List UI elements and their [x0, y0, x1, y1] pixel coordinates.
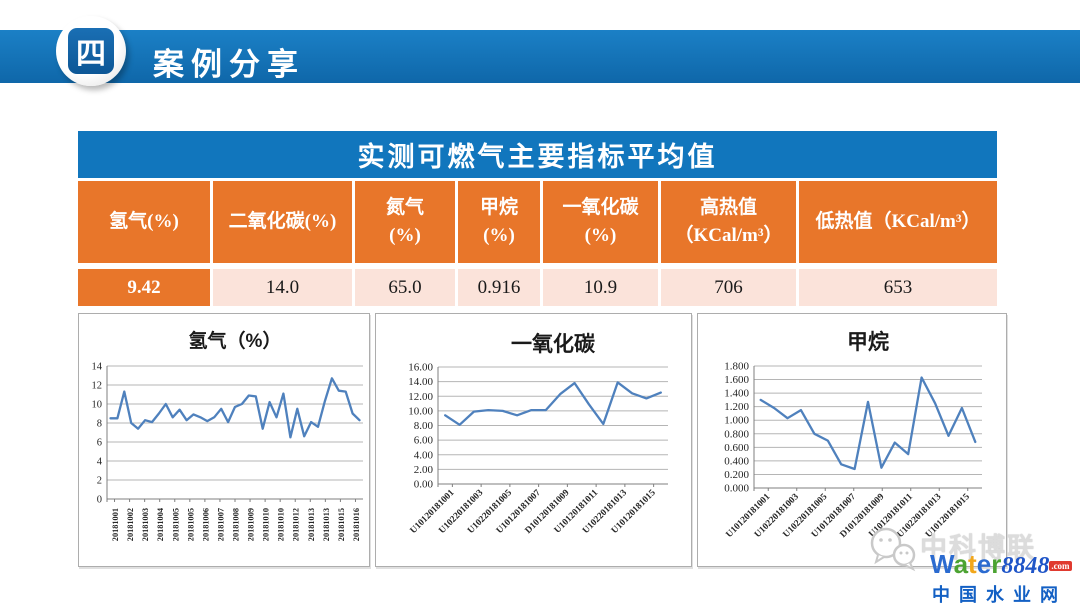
- watermark-site-cn: 中国水业网: [932, 585, 1067, 605]
- svg-text:4.00: 4.00: [414, 449, 434, 461]
- svg-text:20181009: 20181009: [247, 508, 256, 541]
- table-header-cell: 低热值（KCal/m³）: [799, 181, 997, 263]
- table-value-cell: 9.42: [78, 269, 210, 306]
- svg-text:20181002: 20181002: [126, 508, 135, 541]
- svg-text:10.00: 10.00: [408, 405, 433, 417]
- svg-text:20181006: 20181006: [201, 508, 210, 541]
- svg-text:14.00: 14.00: [408, 376, 433, 388]
- svg-text:20181005: 20181005: [171, 508, 180, 541]
- chart-panel-methane: 甲烷 0.000 0.200 0.400 0.600 0.800 1.000 1.200 1.4…: [697, 313, 1007, 567]
- table-value-cell: 14.0: [213, 269, 352, 306]
- svg-text:0.000: 0.000: [724, 483, 749, 495]
- svg-text:6: 6: [97, 438, 102, 449]
- svg-text:20181007: 20181007: [216, 508, 225, 541]
- svg-text:12: 12: [92, 381, 103, 392]
- svg-text:一氧化碳: 一氧化碳: [511, 332, 596, 356]
- chart-panel-hydrogen: 氢气（%） 0 2 4 6 8 10 12 14 20181001 20181002 20181003…: [78, 313, 370, 567]
- table-value-cell: 653: [799, 269, 997, 306]
- svg-text:20181001: 20181001: [111, 508, 120, 541]
- svg-text:1.600: 1.600: [724, 374, 749, 386]
- svg-text:4: 4: [97, 457, 103, 468]
- svg-text:20181013: 20181013: [307, 508, 316, 541]
- svg-text:8: 8: [97, 419, 102, 430]
- svg-text:1.400: 1.400: [724, 388, 749, 400]
- watermark-site-word: Water: [930, 549, 1002, 579]
- watermark-site: Water8848 .com: [930, 551, 1072, 578]
- svg-text:0.800: 0.800: [724, 428, 749, 440]
- table-header-cell: 氢气(%): [78, 181, 210, 263]
- section-number-badge: 四: [56, 16, 126, 86]
- svg-text:甲烷: 甲烷: [847, 330, 889, 354]
- watermark: 中科博联 Water8848 .com 中国水业网: [866, 520, 1080, 606]
- table-value-cell: 0.916: [458, 269, 540, 306]
- svg-text:20181008: 20181008: [232, 508, 241, 541]
- watermark-brand: 中科博联: [920, 533, 1036, 563]
- table-header-cell: 一氧化碳 (%): [543, 181, 658, 263]
- svg-text:20181010: 20181010: [277, 508, 286, 541]
- svg-text:0.00: 0.00: [414, 479, 434, 491]
- table-header-cell: 二氧化碳(%): [213, 181, 352, 263]
- hydrogen-line-chart: 氢气（%） 0 2 4 6 8 10 12 14 20181001 20181002 20181003…: [92, 329, 363, 541]
- chart-panel-carbon-monoxide: 一氧化碳 0.00 2.00 4.00 6.00 8.00 10.00 12.00 14.00 1…: [375, 313, 692, 567]
- svg-text:20181013: 20181013: [322, 508, 331, 541]
- section-number: 四: [68, 28, 114, 74]
- svg-text:20181010: 20181010: [262, 508, 271, 541]
- table-title: 实测可燃气主要指标平均值: [78, 131, 997, 178]
- slide-title: 案例分享: [153, 47, 305, 82]
- svg-text:2: 2: [97, 476, 102, 487]
- table-header-row: 氢气(%) 二氧化碳(%) 氮气 (%) 甲烷 (%) 一氧化碳 (%) 高热值…: [78, 181, 997, 263]
- svg-text:0.600: 0.600: [724, 442, 749, 454]
- svg-text:0.400: 0.400: [724, 455, 749, 467]
- carbon-monoxide-line-chart: 一氧化碳 0.00 2.00 4.00 6.00 8.00 10.00 12.00 14.00 1…: [408, 332, 668, 536]
- svg-text:8.00: 8.00: [414, 420, 434, 432]
- svg-text:1.800: 1.800: [724, 361, 749, 373]
- table-value-cell: 10.9: [543, 269, 658, 306]
- svg-text:20181012: 20181012: [292, 508, 301, 541]
- svg-text:12.00: 12.00: [408, 391, 433, 403]
- svg-text:16.00: 16.00: [408, 362, 433, 374]
- svg-text:1.200: 1.200: [724, 401, 749, 413]
- table-value-cell: 65.0: [355, 269, 455, 306]
- svg-text:0: 0: [97, 495, 102, 506]
- svg-text:20181005: 20181005: [186, 508, 195, 541]
- wechat-icon: [870, 527, 916, 572]
- svg-text:10: 10: [92, 400, 103, 411]
- table-header-cell: 高热值 （KCal/m³）: [661, 181, 796, 263]
- svg-text:0.200: 0.200: [724, 469, 749, 481]
- svg-text:氢气（%）: 氢气（%）: [189, 329, 282, 352]
- table-header-cell: 氮气 (%): [355, 181, 455, 263]
- table-value-cell: 706: [661, 269, 796, 306]
- watermark-site-tld: .com: [1049, 561, 1072, 571]
- table-value-row: 9.42 14.0 65.0 0.916 10.9 706 653: [78, 269, 997, 306]
- svg-text:14: 14: [92, 362, 103, 373]
- svg-text:20181003: 20181003: [141, 508, 150, 541]
- table-header-cell: 甲烷 (%): [458, 181, 540, 263]
- svg-text:20181016: 20181016: [352, 508, 361, 541]
- watermark-site-number: 8848 .com: [1001, 553, 1072, 579]
- svg-text:20181015: 20181015: [337, 508, 346, 541]
- svg-text:6.00: 6.00: [414, 435, 434, 447]
- svg-text:1.000: 1.000: [724, 415, 749, 427]
- slide-header-bar: [0, 30, 1080, 83]
- svg-text:2.00: 2.00: [414, 464, 434, 476]
- svg-text:20181004: 20181004: [156, 508, 165, 541]
